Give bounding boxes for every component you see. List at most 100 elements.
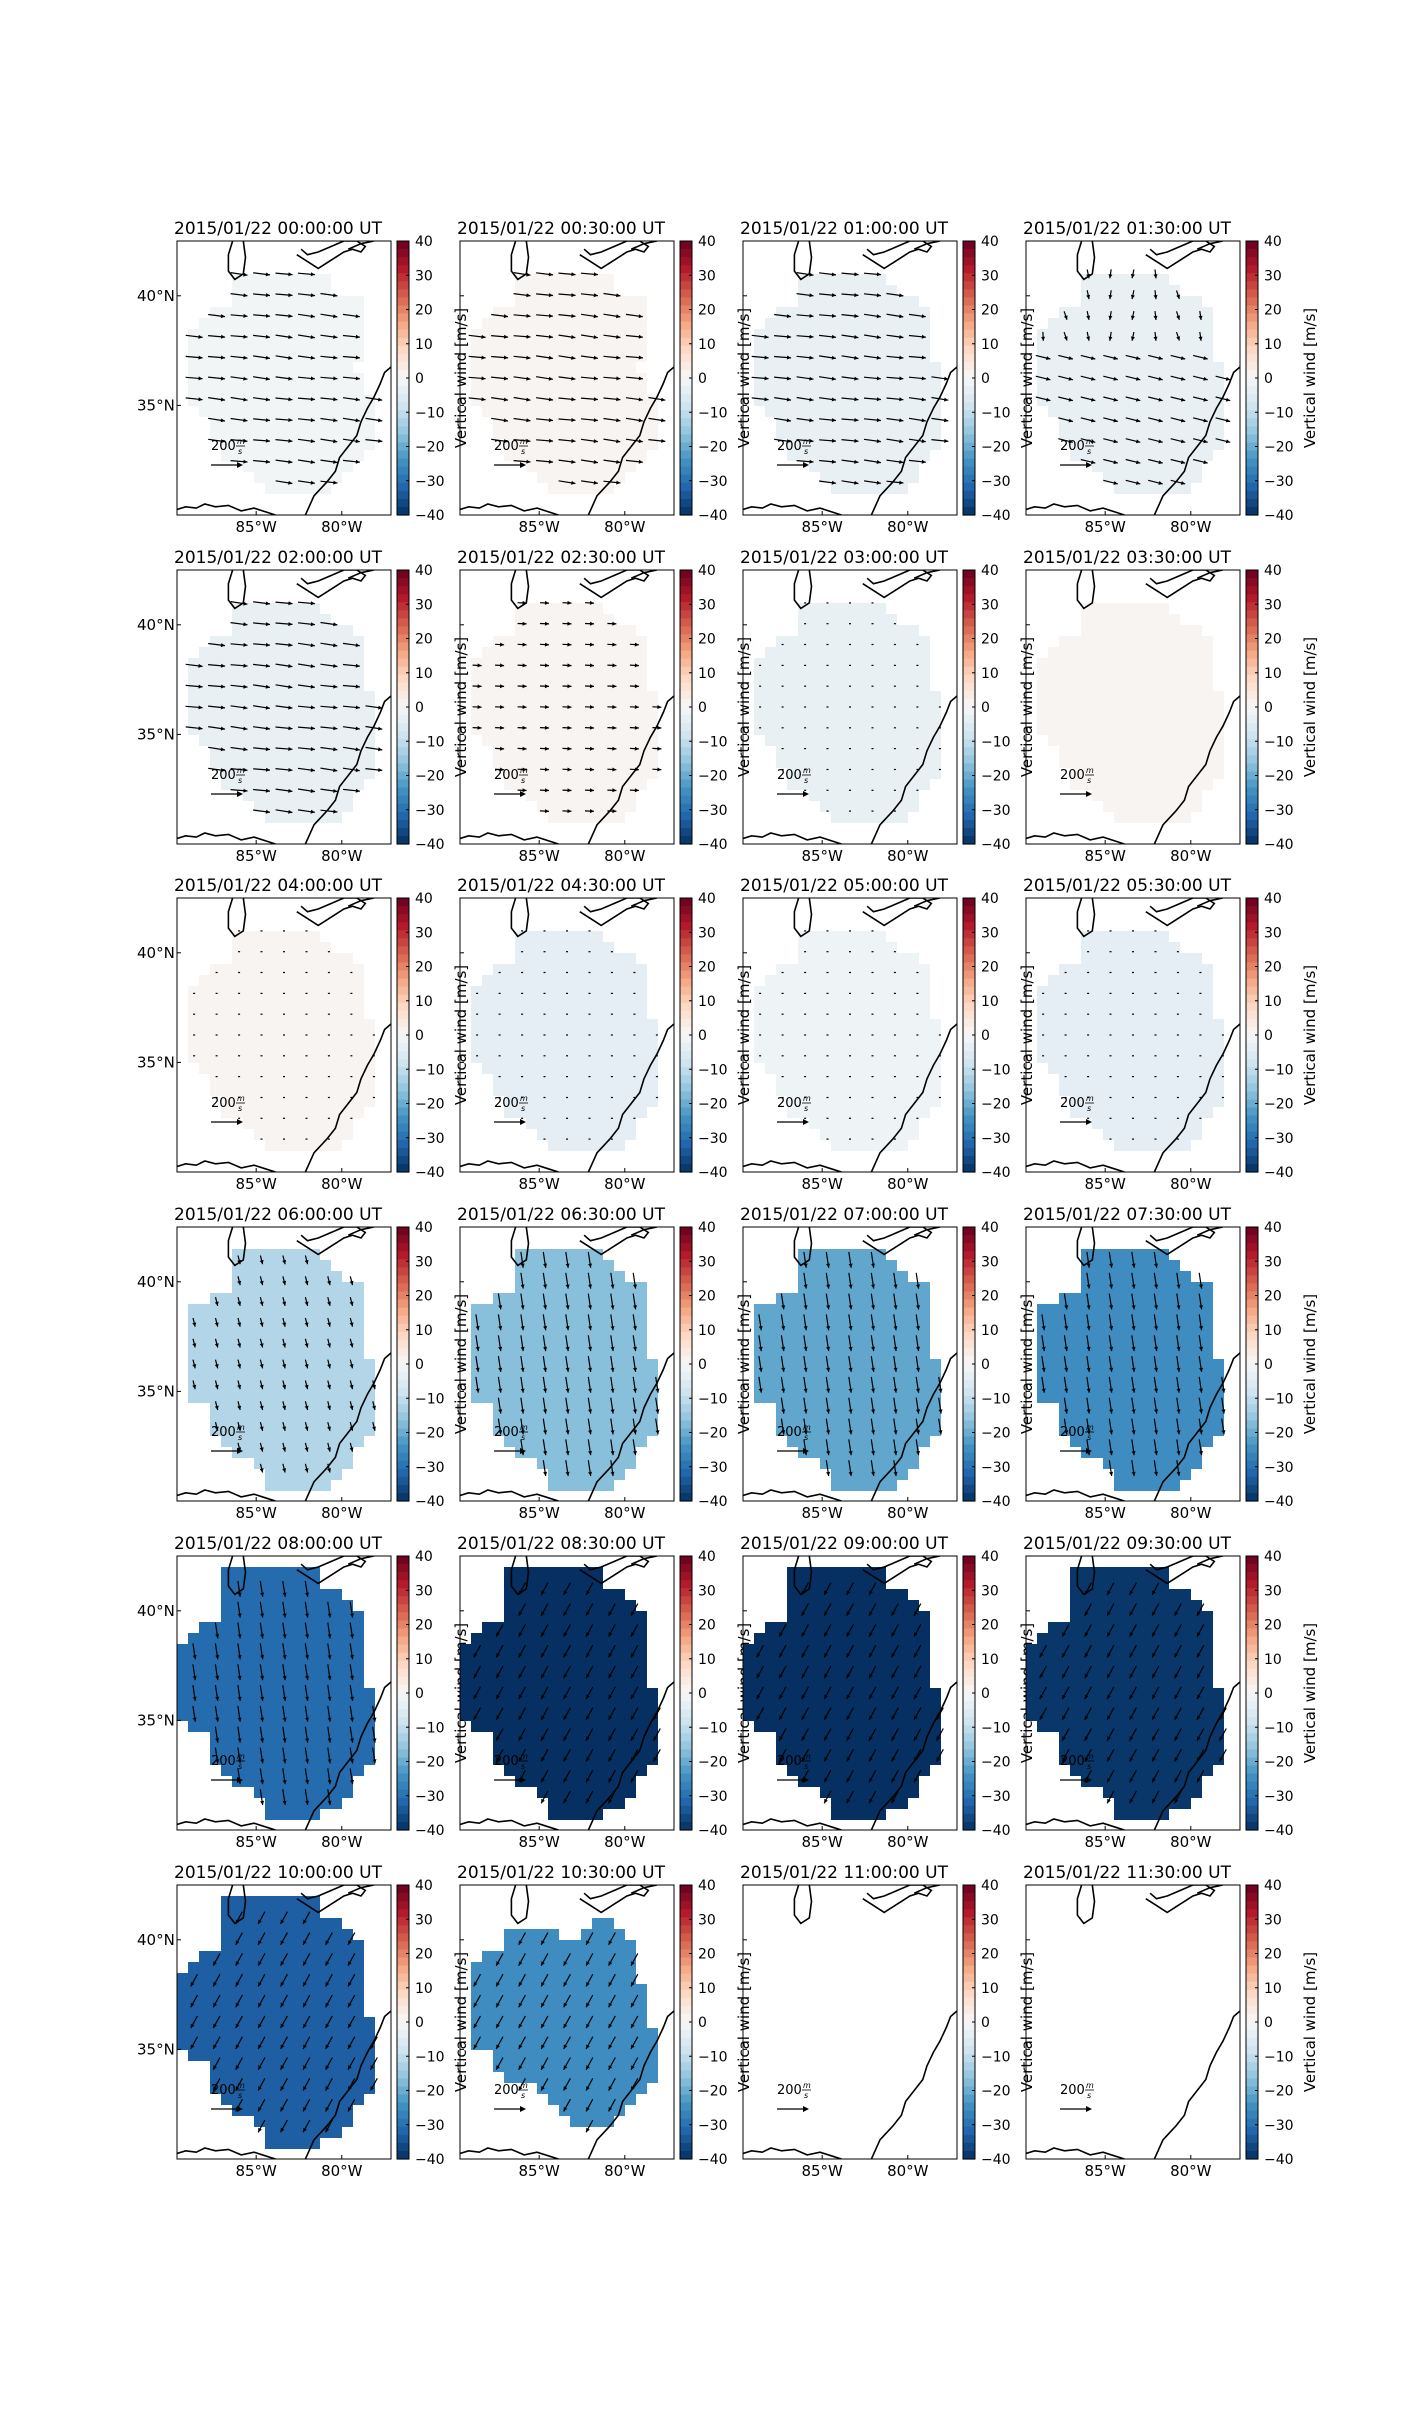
wind-arrow [253, 438, 271, 443]
colorbar-segment [397, 690, 409, 700]
wind-arrow [565, 1397, 570, 1414]
wind-arrow [320, 642, 338, 648]
colorbar-segment [1246, 305, 1258, 315]
atlantic-coastline [587, 1681, 674, 1830]
wind-arrow [185, 334, 203, 339]
colorbar-segment [963, 1476, 975, 1486]
colorbar-segment [963, 787, 975, 797]
colorbar-segment [397, 2013, 409, 2023]
colorbar-segment [1246, 1051, 1258, 1060]
colorbar-tick-label: 40 [981, 1220, 999, 1236]
wind-arrow [563, 1582, 571, 1596]
wind-arrow [327, 1421, 331, 1431]
gulf-coastline [1026, 1818, 1125, 1830]
colorbar-segment [397, 602, 409, 611]
wind-arrow [349, 1317, 354, 1327]
wind-arrow [1151, 1686, 1160, 1700]
wind-arrow [518, 1707, 526, 1721]
colorbar-segment [963, 602, 975, 611]
wind-arrow [257, 2078, 266, 2091]
colorbar-segment [963, 2078, 975, 2088]
reference-value: 200 [1060, 1096, 1085, 1111]
wind-arrow [584, 663, 595, 668]
colorbar-segment [680, 490, 692, 500]
wind-arrow [913, 1644, 922, 1658]
reference-value: 200 [777, 439, 802, 454]
axes-frame [742, 1226, 958, 1502]
lake-michigan [793, 1885, 813, 1925]
wind-arrow [931, 376, 949, 381]
colorbar-segment [963, 1885, 975, 1894]
lake-michigan [1076, 898, 1096, 938]
colorbar-segment [680, 586, 692, 595]
colorbar-segment [963, 827, 975, 837]
reference-arrow-head [803, 1119, 809, 1125]
map-area: 200 ms [1026, 898, 1240, 1172]
colorbar-tick-label: −30 [981, 1460, 1011, 1476]
wind-arrow [886, 376, 904, 381]
colorbar-tick-label: 10 [698, 1323, 716, 1339]
colorbar-segment [1246, 1091, 1258, 1101]
reference-unit-den: s [521, 1104, 525, 1113]
wind-arrow [1131, 1356, 1136, 1372]
axes-frame [1025, 1884, 1241, 2160]
wind-arrow [253, 313, 271, 318]
colorbar-segment [397, 1139, 409, 1149]
colorbar-segment [397, 1444, 409, 1454]
atlantic-coastline [587, 366, 674, 515]
colorbar-segment [680, 1307, 692, 1317]
colorbar-segment [1246, 394, 1258, 403]
wind-arrow [491, 438, 509, 444]
wind-arrow [629, 642, 639, 647]
wind-arrow [1129, 1790, 1137, 1804]
lake-erie [296, 898, 367, 927]
coastline [177, 241, 391, 515]
wind-arrow [1153, 1439, 1158, 1456]
colorbar-segment [397, 1612, 409, 1622]
colorbar-segment [680, 1709, 692, 1718]
wind-arrow [1125, 438, 1141, 444]
wind-arrow [585, 1665, 594, 1679]
colorbar-segment [1246, 1893, 1258, 1902]
colorbar-tick-label: −30 [1264, 803, 1294, 819]
wind-arrow [495, 1624, 504, 1637]
colorbar-segment [397, 1155, 409, 1165]
colorbar-tick-label: −30 [981, 1789, 1011, 1805]
colorbar-segment [963, 1789, 975, 1799]
wind-arrow [823, 1624, 832, 1637]
colorbar-tick-label: −30 [415, 1460, 445, 1476]
wind-arrow [365, 746, 383, 752]
wind-arrow [1130, 331, 1135, 341]
colorbar-segment [963, 1163, 975, 1173]
wind-arrow [1174, 1769, 1182, 1783]
reference-arrow: 200 ms [777, 1094, 811, 1125]
reference-arrow-head [237, 1777, 243, 1783]
axes-frame [742, 240, 958, 516]
panel-title: 2015/01/22 04:00:00 UT [174, 876, 383, 896]
wind-arrow [214, 1297, 219, 1307]
colorbar-tick-label: 0 [415, 700, 424, 716]
colorbar-segment [963, 634, 975, 644]
wind-arrow [325, 1932, 333, 1946]
wind-arrow [304, 1643, 309, 1660]
wind-arrow [848, 1397, 853, 1414]
wind-arrow [253, 684, 270, 689]
wind-arrow [257, 2036, 266, 2050]
wind-arrow [1084, 1707, 1092, 1721]
wind-arrow [518, 1973, 526, 1987]
wind-arrow [608, 2078, 616, 2091]
wind-arrow [253, 809, 271, 814]
colorbar-segment [963, 1965, 975, 1975]
colorbar-segment [397, 970, 409, 980]
wind-arrow [1108, 1439, 1114, 1456]
colorbar-segment [397, 787, 409, 797]
colorbar-segment [397, 922, 409, 931]
colorbar-segment [963, 1957, 975, 1967]
wind-arrow [863, 376, 881, 381]
colorbar-segment [680, 827, 692, 837]
colorbar-segment [963, 1821, 975, 1831]
reference-value: 200 [211, 1754, 236, 1769]
